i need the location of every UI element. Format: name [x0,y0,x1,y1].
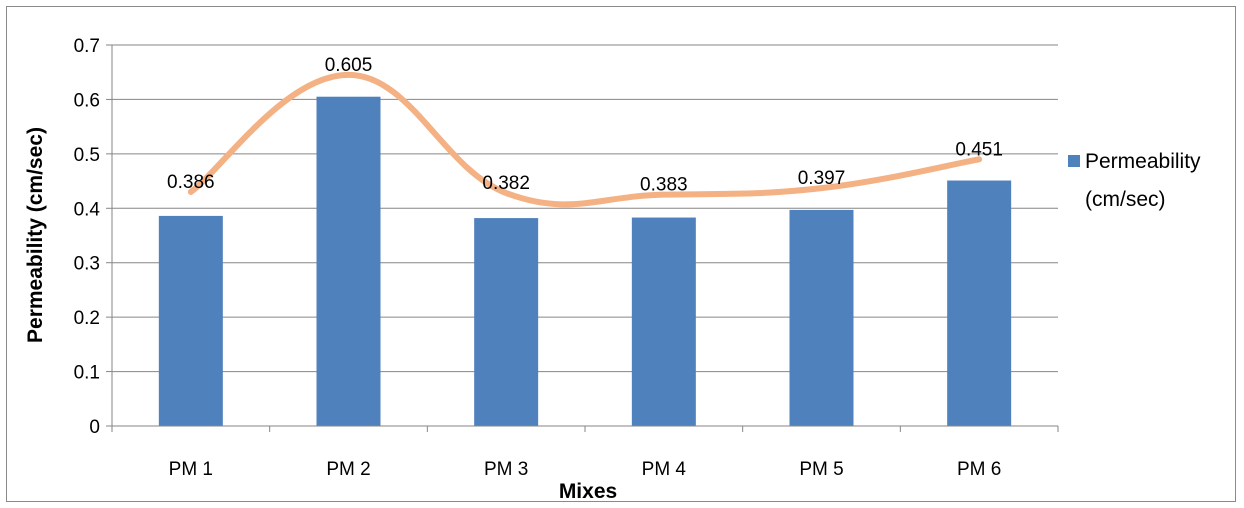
legend-label-line2: (cm/sec) [1085,188,1166,211]
data-label: 0.397 [798,168,846,189]
y-tick-label: 0.3 [74,254,100,275]
data-label: 0.451 [955,139,1003,160]
x-tick-label: PM 6 [957,459,1001,480]
data-label: 0.386 [167,172,215,193]
x-tick-label: PM 3 [484,459,528,480]
y-tick-label: 0.7 [74,36,100,57]
x-tick-label: PM 2 [326,459,370,480]
bar [316,96,381,426]
y-tick-label: 0.2 [74,308,100,329]
data-label: 0.383 [640,175,688,196]
trend-line [187,71,983,208]
y-tick-label: 0.4 [74,199,101,220]
x-axis-title: Mixes [559,480,617,503]
x-tick-label: PM 4 [642,459,687,480]
y-axis-title: Permeability (cm/sec) [24,127,47,343]
axes: 0 0.1 0.2 0.3 0.4 0.5 0.6 0.7 PM 1 PM 2 PM 3 PM 4 PM… [74,36,1059,480]
bar [947,180,1012,426]
y-tick-label: 0 [89,417,100,438]
y-tick-label: 0.1 [74,363,100,384]
bar [789,209,854,426]
legend-swatch [1068,155,1080,167]
x-tick-label: PM 5 [799,459,843,480]
bar-series [158,96,1012,426]
y-tick-label: 0.5 [74,145,100,166]
x-tick-label: PM 1 [169,459,213,480]
legend: Permeability (cm/sec) [1068,150,1201,211]
data-label: 0.382 [482,173,530,194]
bar [631,217,696,426]
gridlines [112,44,1058,373]
legend-label-line1: Permeability [1085,150,1201,173]
y-tick-label: 0.6 [74,90,100,111]
bar [158,215,223,426]
bar [474,218,539,426]
data-label: 0.605 [325,55,373,76]
trend-line-layer [187,71,983,208]
data-labels: 0.386 0.605 0.382 0.383 0.397 0.451 [167,55,1003,196]
